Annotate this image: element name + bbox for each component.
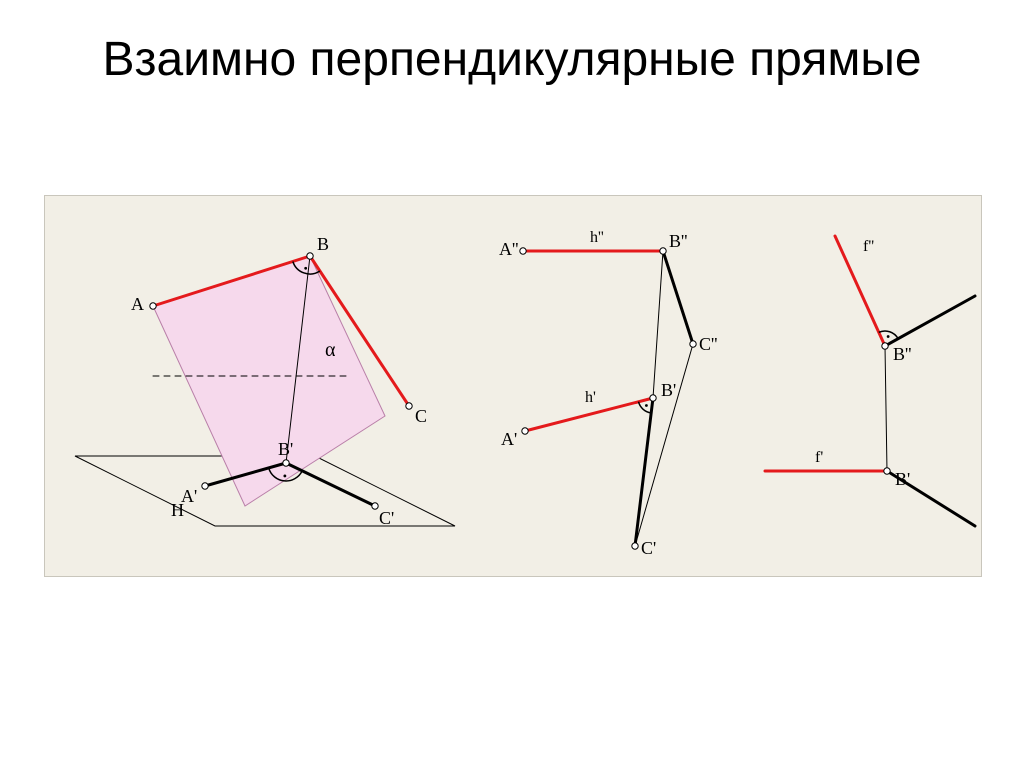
page-title: Взаимно перпендикулярные прямые — [0, 30, 1024, 90]
svg-text:f'': f'' — [863, 238, 874, 255]
svg-text:H: H — [171, 500, 184, 520]
svg-text:B': B' — [895, 469, 910, 489]
svg-text:B'': B'' — [669, 231, 688, 251]
svg-text:C': C' — [379, 508, 394, 528]
svg-text:C: C — [415, 406, 427, 426]
svg-text:B': B' — [278, 439, 293, 459]
svg-text:f': f' — [815, 449, 823, 466]
slide: Взаимно перпендикулярные прямые A B C A' B' C… — [0, 0, 1024, 767]
svg-text:h'': h'' — [590, 229, 604, 246]
svg-text:B: B — [317, 234, 329, 254]
figure-frame: ABCA'B'C'αHh''h'A''B''C''A'B'C'f''f'B''B… — [44, 195, 982, 577]
svg-text:C'': C'' — [699, 334, 718, 354]
svg-text:h': h' — [585, 389, 596, 406]
svg-text:A'': A'' — [499, 239, 519, 259]
svg-text:α: α — [325, 339, 336, 361]
svg-text:C': C' — [641, 538, 656, 558]
svg-text:A: A — [131, 294, 144, 314]
diagram-svg: ABCA'B'C'αHh''h'A''B''C''A'B'C'f''f'B''B… — [45, 196, 981, 576]
svg-text:B': B' — [661, 380, 676, 400]
svg-text:A': A' — [501, 429, 517, 449]
svg-text:B'': B'' — [893, 344, 912, 364]
